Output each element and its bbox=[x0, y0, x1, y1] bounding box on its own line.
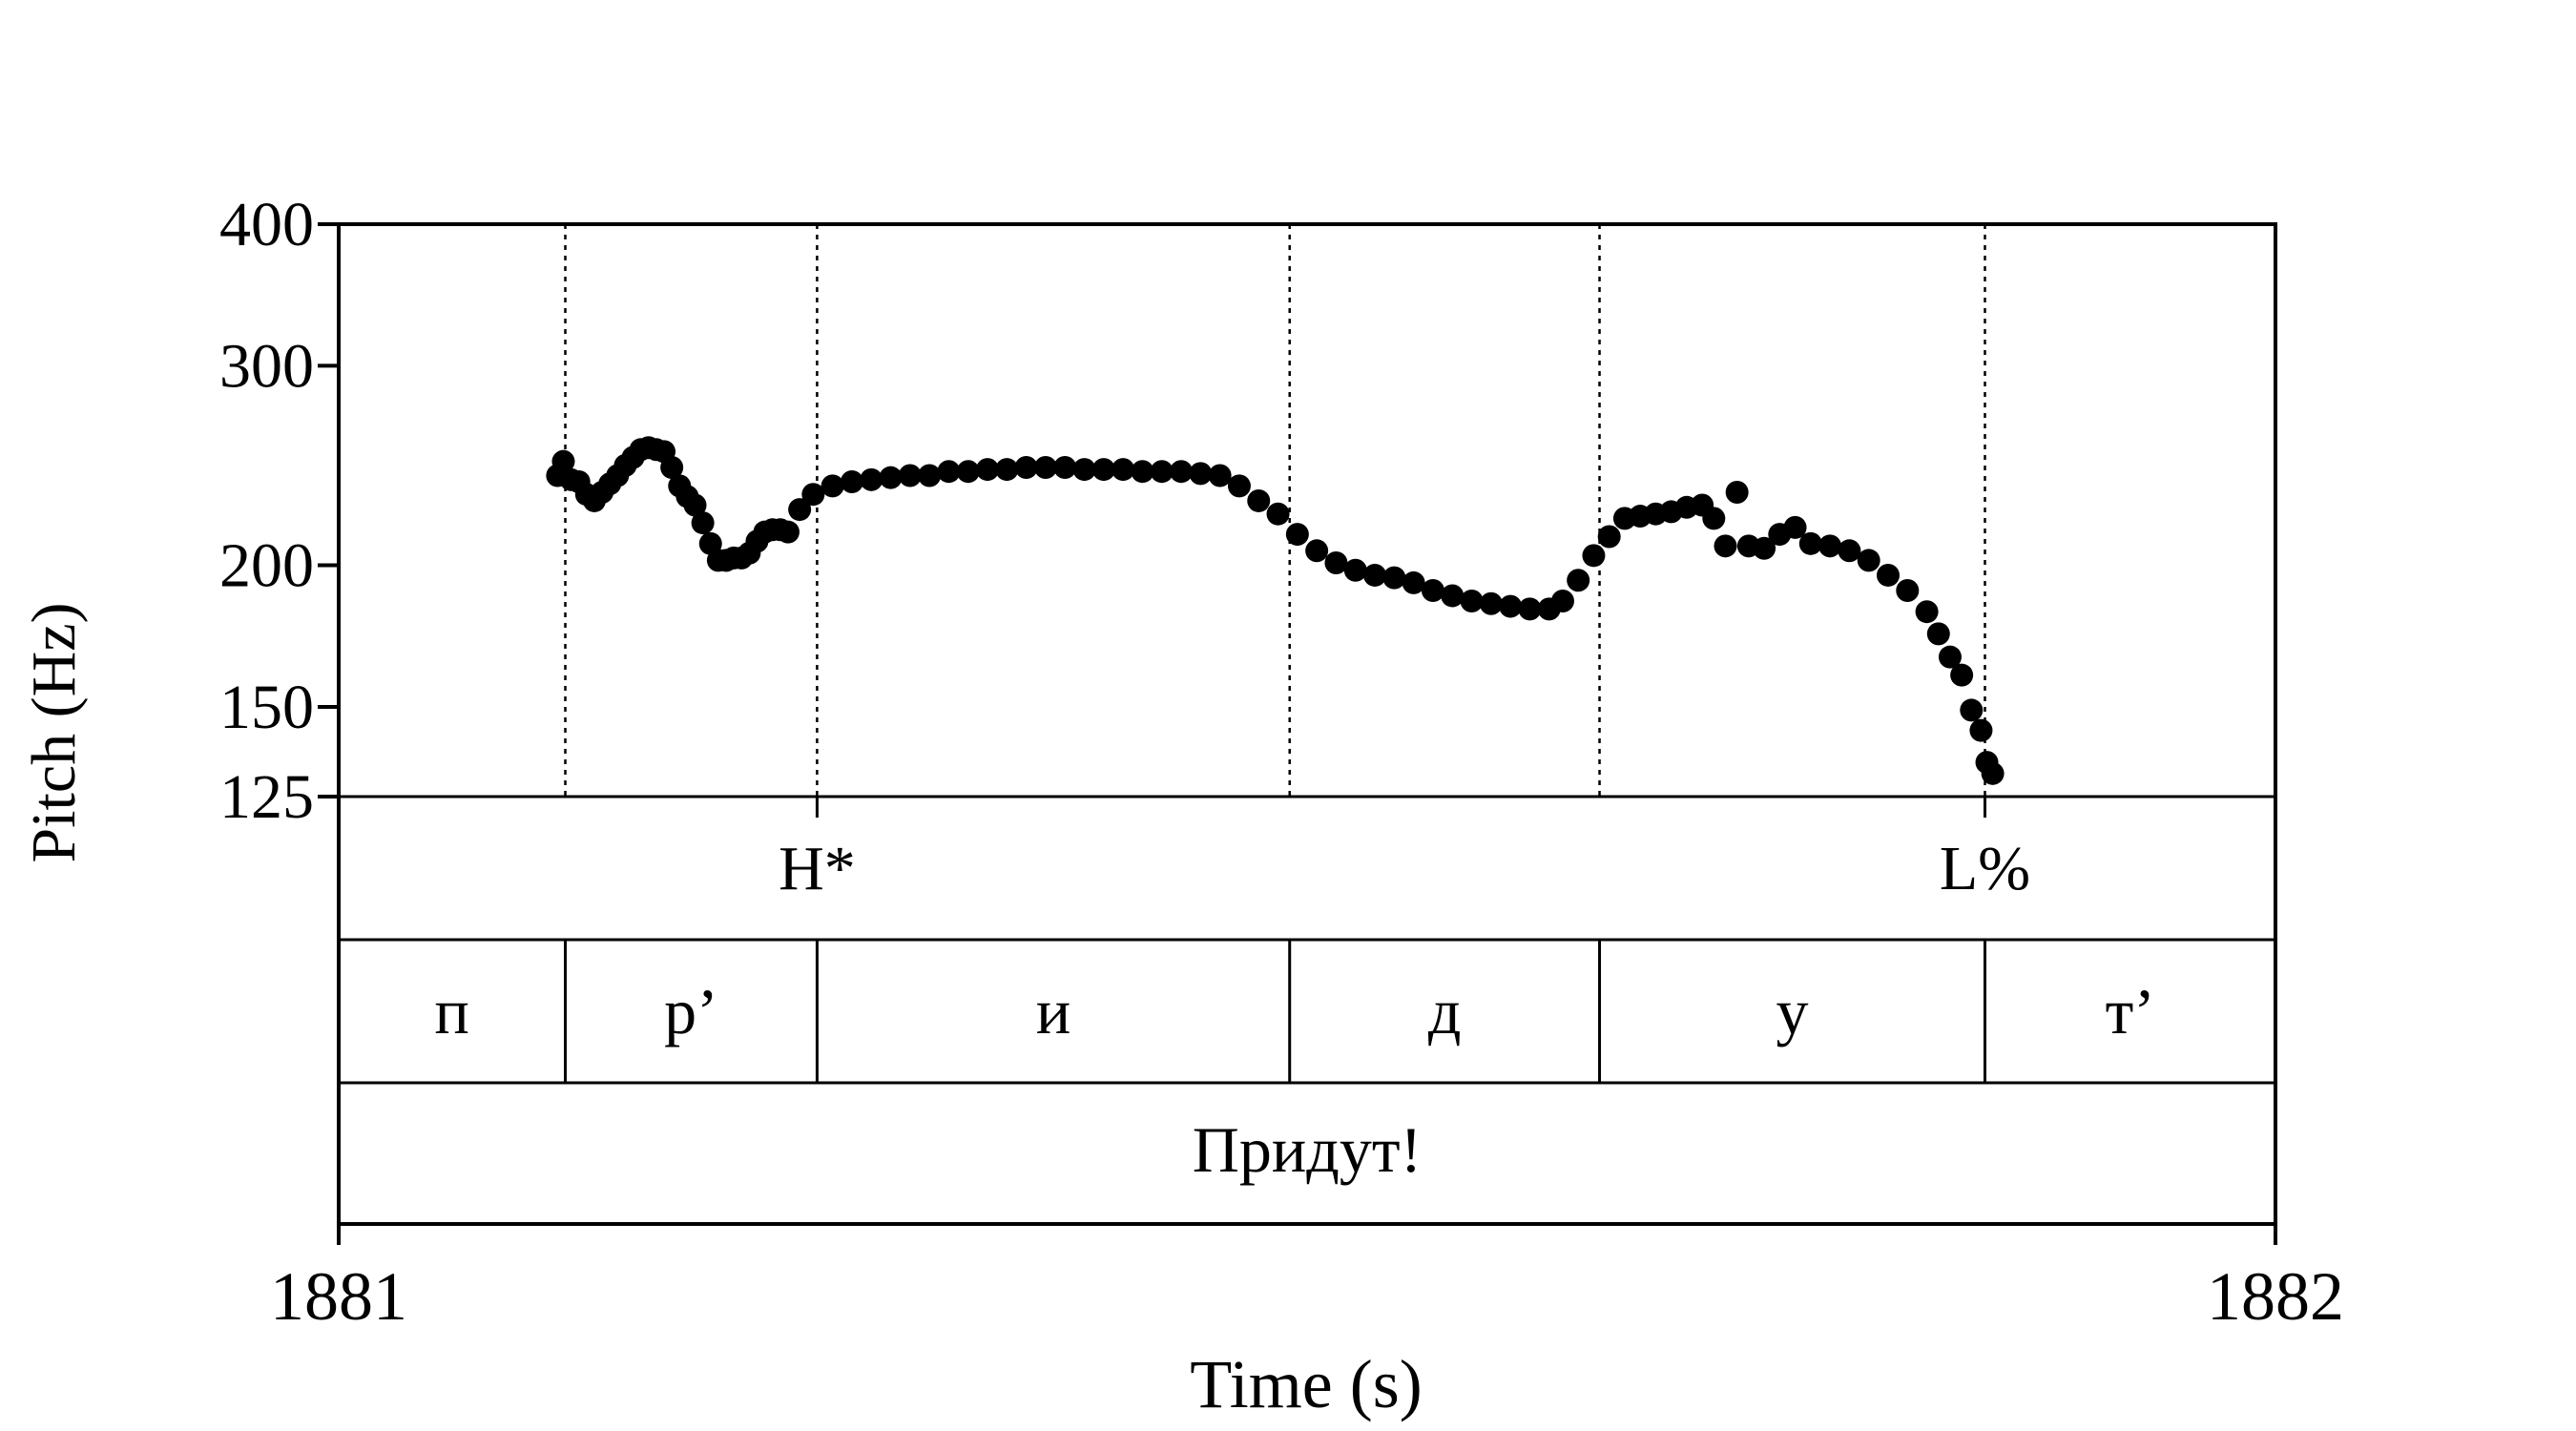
pitch-point bbox=[1170, 460, 1194, 484]
word-label: Придут! bbox=[1193, 1113, 1422, 1186]
annotation-tiers: H* L% п р’ и д у т’ Придут! bbox=[435, 797, 2155, 1186]
segment-label: п bbox=[435, 975, 469, 1047]
pitch-point bbox=[840, 469, 863, 493]
pitch-point bbox=[1896, 579, 1920, 603]
pitch-point bbox=[995, 458, 1019, 482]
segment-label: т’ bbox=[2106, 975, 2155, 1047]
pitch-point bbox=[898, 464, 922, 487]
pitch-point bbox=[1479, 591, 1503, 615]
pitch-point bbox=[1950, 663, 1974, 687]
pitch-point bbox=[551, 449, 575, 473]
pitch-point bbox=[1926, 622, 1950, 646]
pitch-point bbox=[1363, 563, 1387, 587]
pitch-point bbox=[1597, 525, 1621, 549]
pitch-point bbox=[683, 493, 707, 517]
pitch-point bbox=[1725, 480, 1749, 504]
pitch-point bbox=[660, 455, 684, 479]
plot-frame bbox=[337, 222, 2277, 1226]
pitch-point bbox=[1702, 507, 1726, 530]
y-axis-ticks: 400 300 200 150 125 bbox=[219, 190, 339, 832]
pitch-point bbox=[1402, 570, 1425, 594]
pitch-point bbox=[1247, 488, 1271, 512]
pitch-point bbox=[1441, 584, 1465, 608]
y-tick-label: 200 bbox=[219, 531, 314, 601]
pitch-point bbox=[976, 458, 1000, 482]
x-tick-label: 1881 bbox=[270, 1258, 407, 1335]
tone-label: H* bbox=[779, 834, 856, 903]
pitch-point bbox=[1189, 462, 1213, 486]
pitch-point bbox=[1460, 589, 1484, 612]
pitch-point bbox=[918, 464, 942, 487]
pitch-point bbox=[1499, 594, 1523, 618]
segment-label: и bbox=[1036, 975, 1070, 1047]
outer-frame bbox=[337, 222, 2277, 1226]
pitch-point bbox=[1091, 458, 1115, 482]
pitch-point bbox=[1266, 502, 1290, 526]
pitch-point bbox=[1131, 460, 1154, 484]
pitch-point bbox=[879, 466, 903, 489]
pitch-point bbox=[1838, 539, 1861, 563]
y-tick-label: 150 bbox=[219, 673, 314, 742]
pitch-point bbox=[1285, 523, 1309, 547]
pitch-point bbox=[1518, 597, 1542, 621]
pitch-point bbox=[776, 520, 800, 544]
pitch-point bbox=[1753, 536, 1776, 560]
pitch-point bbox=[788, 498, 812, 522]
pitch-point bbox=[1014, 455, 1038, 479]
segment-label: д bbox=[1428, 975, 1462, 1047]
pitch-point bbox=[1033, 455, 1057, 479]
pitch-point bbox=[1343, 558, 1367, 582]
pitch-point bbox=[1877, 563, 1900, 587]
pitch-point bbox=[1382, 566, 1406, 590]
pitch-point bbox=[1072, 458, 1096, 482]
pitch-point bbox=[1324, 550, 1348, 574]
pitch-point bbox=[1582, 544, 1606, 568]
pitch-point bbox=[1783, 515, 1807, 539]
pitch-point bbox=[691, 511, 715, 535]
pitch-point bbox=[1567, 569, 1590, 592]
pitch-point bbox=[956, 460, 980, 484]
pitch-point bbox=[821, 474, 844, 498]
pitch-point bbox=[1305, 539, 1329, 563]
pitch-point bbox=[1857, 549, 1880, 572]
pitch-point bbox=[1938, 645, 1962, 669]
pitch-point bbox=[1960, 698, 1984, 722]
pitch-point bbox=[1111, 458, 1135, 482]
pitch-point bbox=[1818, 534, 1842, 558]
pitch-point bbox=[1969, 718, 1993, 742]
segment-label: р’ bbox=[664, 975, 718, 1047]
pitch-point bbox=[1981, 761, 2005, 785]
pitch-point bbox=[860, 467, 883, 491]
pitch-point bbox=[1915, 600, 1939, 624]
pitch-point bbox=[1798, 531, 1822, 555]
segment-label: у bbox=[1776, 975, 1809, 1047]
x-axis-ticks: 1881 1882 bbox=[270, 1224, 2344, 1335]
y-axis-label: Pitch (Hz) bbox=[19, 602, 89, 862]
pitch-point bbox=[1550, 589, 1574, 612]
y-tick-label: 125 bbox=[219, 762, 314, 832]
pitch-point bbox=[1053, 455, 1077, 479]
x-tick-label: 1882 bbox=[2207, 1258, 2344, 1335]
pitch-point bbox=[1150, 460, 1174, 484]
pitch-point bbox=[801, 483, 825, 507]
tone-label: L% bbox=[1940, 834, 2030, 903]
pitch-point bbox=[1421, 579, 1444, 603]
x-axis-label: Time (s) bbox=[1190, 1346, 1422, 1422]
boundary-lines bbox=[564, 224, 1986, 797]
pitch-point bbox=[1227, 474, 1251, 498]
pitch-point bbox=[937, 460, 961, 484]
pitch-point bbox=[1208, 464, 1232, 487]
pitch-points bbox=[546, 436, 2005, 785]
y-tick-label: 400 bbox=[219, 190, 314, 259]
pitch-point bbox=[1714, 534, 1737, 558]
y-tick-label: 300 bbox=[219, 331, 314, 401]
